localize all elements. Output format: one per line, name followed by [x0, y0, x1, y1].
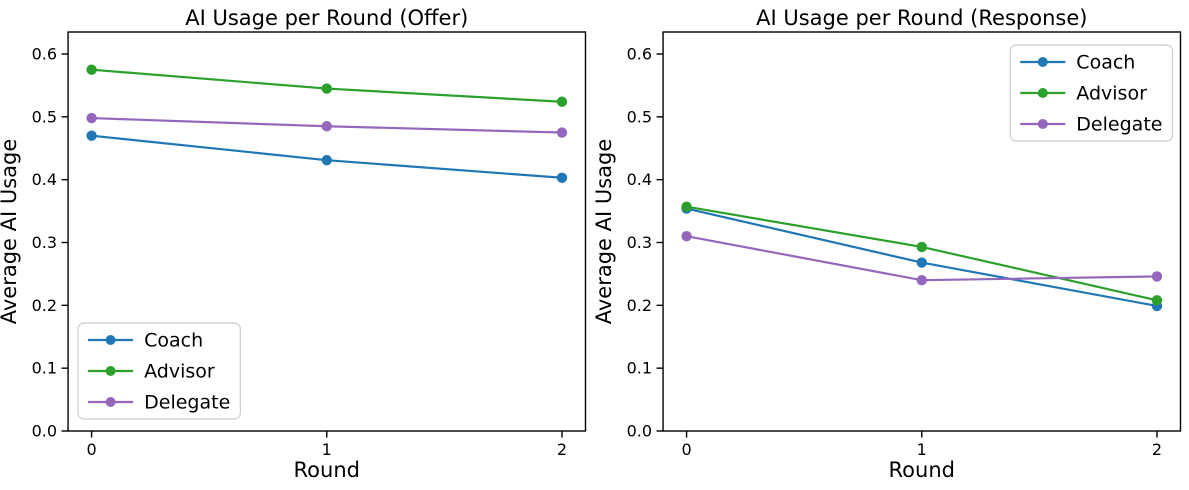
x-axis-label: Round	[888, 458, 954, 482]
data-point-delegate-round-0	[86, 112, 97, 124]
legend-label-advisor: Advisor	[1076, 83, 1147, 105]
offer-chart: AI Usage per Round (Offer) Round Average A…	[0, 6, 587, 482]
legend-label-coach: Coach	[1076, 52, 1135, 74]
legend: Coach Advisor Delegate	[77, 322, 241, 420]
y-axis-label: Average AI Usage	[595, 139, 616, 325]
y-tick-label: 0.2	[626, 296, 651, 315]
legend: Coach Advisor Delegate	[1009, 44, 1173, 142]
y-tick-label: 0.0	[626, 422, 651, 441]
data-point-advisor-round-2	[556, 96, 568, 107]
legend-label-advisor: Advisor	[144, 361, 215, 383]
x-tick-label: 1	[916, 440, 926, 459]
y-tick-label: 0.2	[32, 296, 57, 315]
y-tick-label: 0.6	[626, 44, 651, 63]
legend-box	[77, 322, 241, 420]
x-tick-label: 0	[681, 440, 691, 459]
x-tick-label: 2	[557, 440, 567, 459]
legend-marker-delegate	[1037, 119, 1048, 129]
data-point-coach-round-0	[86, 130, 97, 141]
x-tick-label: 0	[86, 440, 96, 459]
series-line-advisor	[685, 205, 1157, 302]
y-tick-label: 0.4	[32, 170, 57, 189]
data-point-delegate-round-2	[1151, 271, 1162, 282]
data-point-advisor-round-1	[321, 83, 332, 94]
legend-marker-delegate	[105, 397, 116, 407]
axes-frame	[661, 31, 1181, 432]
legend-marker-coach	[105, 335, 116, 345]
y-tick-label: 0.0	[32, 422, 57, 441]
y-tick-label: 0.4	[626, 170, 651, 189]
data-point-delegate-round-2	[556, 127, 568, 138]
data-point-advisor-round-0	[86, 64, 97, 75]
response-chart: AI Usage per Round (Response) Round Averag…	[595, 6, 1181, 482]
legend-marker-advisor	[105, 366, 116, 376]
y-tick-label: 0.3	[32, 233, 57, 252]
y-tick-label: 0.6	[32, 44, 57, 63]
data-point-coach-round-1	[321, 154, 332, 166]
series-line-coach	[685, 207, 1157, 308]
y-tick-label: 0.5	[626, 107, 651, 126]
data-point-delegate-round-0	[680, 231, 692, 242]
data-point-advisor-round-2	[1151, 295, 1162, 306]
y-tick-label: 0.1	[32, 359, 57, 378]
data-point-delegate-round-1	[321, 121, 332, 132]
y-axis-label: Average AI Usage	[0, 139, 21, 325]
legend-box	[1009, 44, 1173, 142]
y-tick-label: 0.3	[626, 233, 651, 252]
legend-marker-coach	[1037, 57, 1048, 67]
legend-label-delegate: Delegate	[144, 392, 230, 414]
data-point-delegate-round-1	[916, 274, 927, 286]
axes-frame	[67, 31, 587, 432]
data-point-coach-round-1	[916, 257, 927, 268]
chart-title: AI Usage per Round (Offer)	[185, 6, 468, 30]
y-tick-label: 0.1	[626, 359, 651, 378]
x-axis-label: Round	[294, 458, 360, 482]
y-tick-label: 0.5	[32, 107, 57, 126]
chart-title: AI Usage per Round (Response)	[756, 6, 1087, 30]
x-tick-label: 1	[322, 440, 332, 459]
data-point-advisor-round-1	[916, 241, 927, 253]
data-point-coach-round-2	[556, 172, 568, 183]
data-point-advisor-round-0	[680, 201, 692, 212]
legend-label-delegate: Delegate	[1076, 114, 1162, 136]
legend-marker-advisor	[1037, 88, 1048, 98]
legend-label-coach: Coach	[144, 330, 203, 352]
x-tick-label: 2	[1151, 440, 1161, 459]
